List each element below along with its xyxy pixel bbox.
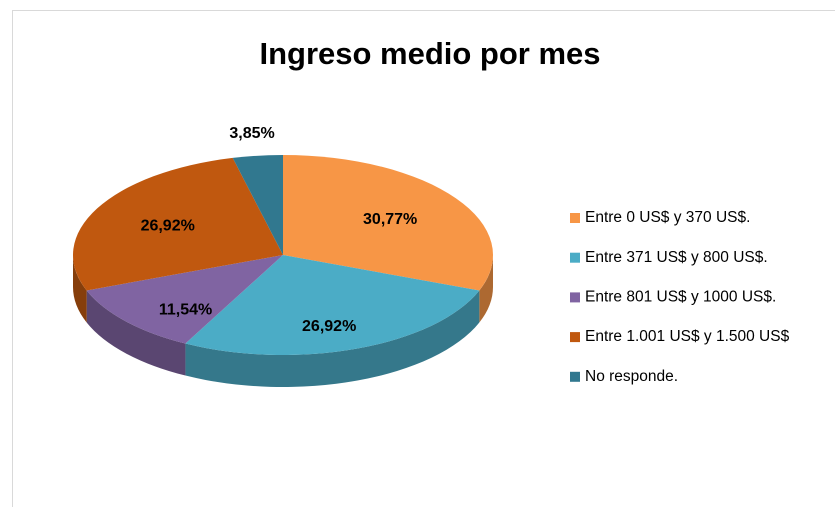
- slice-side: [86, 290, 186, 376]
- legend-swatch: [570, 252, 580, 263]
- slice: [232, 155, 283, 255]
- legend-swatch: [570, 213, 580, 223]
- slice: [283, 155, 493, 291]
- legend-label: Entre 0 US$ y 370 US$.: [585, 209, 750, 226]
- data-label: 26,92%: [302, 318, 356, 335]
- data-label: 11,54%: [159, 301, 212, 318]
- slice-side: [185, 290, 480, 387]
- legend-swatch: [570, 292, 580, 303]
- data-label: 26,92%: [141, 217, 195, 234]
- legend-label: No responde.: [585, 368, 678, 385]
- legend-label: Entre 371 US$ y 800 US$.: [585, 249, 768, 266]
- slice: [73, 157, 283, 291]
- slice: [185, 255, 480, 355]
- legend-swatch: [570, 371, 580, 382]
- slice-side: [479, 255, 493, 323]
- legend-label: Entre 1.001 US$ y 1.500 US$: [585, 328, 790, 345]
- chart-title: Ingreso medio por mes: [259, 36, 600, 71]
- data-label: 30,77%: [363, 211, 417, 228]
- legend-label: Entre 801 US$ y 1000 US$.: [585, 288, 776, 305]
- slice: [86, 255, 283, 344]
- legend-swatch: [570, 332, 580, 343]
- data-label: 3,85%: [229, 125, 274, 142]
- slice-side: [73, 255, 87, 323]
